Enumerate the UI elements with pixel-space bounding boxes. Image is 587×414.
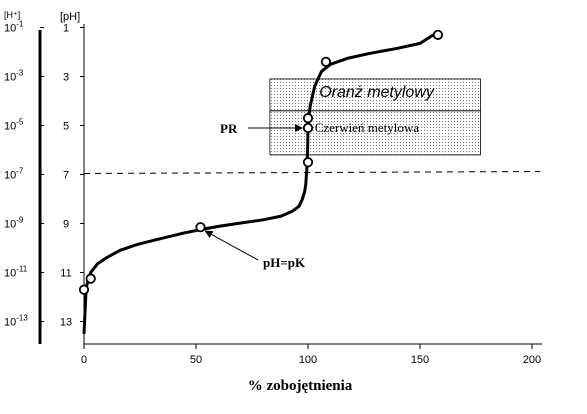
h-plus-tick-exponent: -1: [16, 20, 24, 29]
ph-tick-label: 1: [63, 23, 69, 35]
x-tick-label: 0: [81, 354, 87, 366]
x-tick-label: 50: [190, 354, 202, 366]
ph-tick-label: 9: [63, 219, 69, 231]
h-plus-tick-base: 10: [4, 23, 16, 35]
ph-pk-arrow: [204, 230, 259, 261]
curve-point-marker: [320, 56, 332, 67]
x-axis-title: % zobojętnienia: [248, 378, 353, 394]
x-tick-label: 150: [411, 354, 429, 366]
h-plus-tick-exponent: -9: [16, 216, 24, 225]
ph-tick-label: 11: [60, 268, 71, 280]
h-plus-tick-base: 10: [4, 219, 16, 231]
h-plus-tick-label: 10-7: [4, 167, 24, 182]
h-plus-tick-label: 10-3: [4, 69, 24, 84]
ph-tick-label: 3: [63, 72, 69, 84]
ph-tick-label: 7: [63, 170, 69, 182]
curve-point-marker: [302, 122, 314, 134]
h-plus-tick-label: 10-13: [4, 314, 28, 329]
x-tick-label: 200: [523, 354, 541, 366]
h-plus-tick-label: 10-9: [4, 216, 24, 231]
h-plus-tick-exponent: -7: [16, 167, 24, 176]
ph-tick-label: 5: [63, 121, 69, 133]
curve-point-marker: [78, 284, 90, 295]
h-plus-tick-exponent: -5: [16, 118, 24, 127]
indicator-label-methyl-orange: Oranż metylowy: [319, 84, 435, 101]
h-plus-tick-base: 10: [4, 317, 16, 329]
x-tick-label: 100: [299, 354, 317, 366]
curve-point-marker: [432, 29, 444, 40]
curve-point-marker: [195, 222, 206, 233]
neutral-ph-line: [83, 171, 541, 174]
curve-point-marker: [302, 157, 314, 168]
curve-point-marker: [302, 113, 314, 124]
ph-pk-annotation: pH=pK: [263, 255, 306, 270]
h-plus-tick-base: 10: [4, 268, 16, 280]
h-plus-tick-base: 10: [4, 170, 16, 182]
h-plus-tick-label: 10-1: [4, 20, 24, 35]
h-plus-tick-label: 10-11: [4, 265, 28, 280]
h-plus-tick-base: 10: [4, 72, 16, 84]
curve-point-marker: [85, 273, 96, 284]
ph-axis-label: [pH]: [60, 11, 80, 23]
h-plus-axis-label: [H⁺]: [4, 10, 20, 20]
pr-annotation: PR: [220, 121, 238, 136]
h-plus-tick-exponent: -13: [16, 314, 28, 323]
indicator-band-methyl-orange: [269, 78, 481, 112]
h-plus-tick-label: 10-5: [4, 118, 24, 133]
ph-tick-label: 13: [60, 317, 72, 329]
h-plus-tick-base: 10: [4, 121, 16, 133]
h-plus-tick-exponent: -3: [16, 69, 24, 78]
h-plus-tick-exponent: -11: [16, 265, 28, 274]
indicator-label-methyl-red: Czerwień metylowa: [315, 120, 420, 135]
